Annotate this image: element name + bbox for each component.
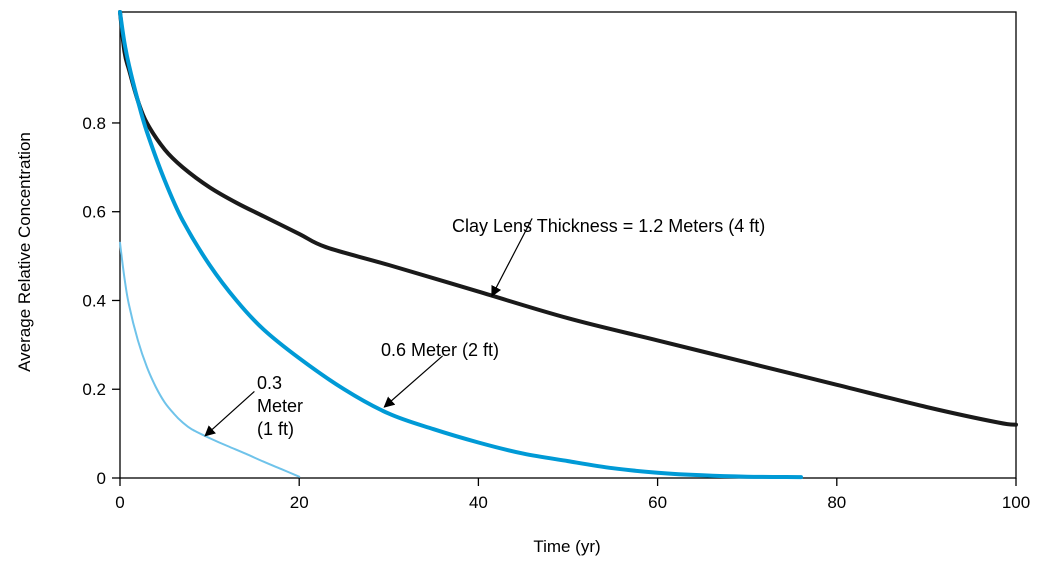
annotation-line: 0.6 Meter (2 ft)	[381, 340, 499, 360]
series-line-s03	[119, 241, 301, 478]
x-tick-label: 100	[1002, 493, 1030, 512]
annotation-arrow-a06	[383, 355, 443, 408]
x-tick-label: 20	[290, 493, 309, 512]
annotation-arrow-a12	[491, 218, 533, 297]
annotation-label-a12: Clay Lens Thickness = 1.2 Meters (4 ft)	[452, 216, 765, 236]
y-axis: 0 0.2 0.4 0.6 0.8	[82, 114, 120, 488]
annotation-line: (1 ft)	[257, 419, 294, 439]
plot-border	[119, 11, 1017, 479]
x-tick-label: 40	[469, 493, 488, 512]
y-tick-label: 0.2	[82, 380, 106, 399]
y-tick-label: 0.6	[82, 203, 106, 222]
annotation-arrow-a03	[204, 391, 255, 437]
annotation-label-a06: 0.6 Meter (2 ft)	[381, 340, 499, 360]
annotation-line: 0.3	[257, 373, 282, 393]
x-tick-label: 60	[648, 493, 667, 512]
x-tick-label: 80	[827, 493, 846, 512]
series-layer	[118, 10, 1018, 480]
y-tick-label: 0	[97, 469, 106, 488]
x-axis: 0 20 40 60 80 100	[115, 478, 1030, 512]
annotation-label-a03: 0.3 Meter (1 ft)	[257, 373, 303, 439]
annotation-line: Clay Lens Thickness = 1.2 Meters (4 ft)	[452, 216, 765, 236]
x-axis-label: Time (yr)	[533, 537, 600, 556]
y-axis-label: Average Relative Concentration	[15, 132, 34, 372]
series-line-s06	[118, 10, 803, 480]
annotation-layer: Clay Lens Thickness = 1.2 Meters (4 ft) 0…	[204, 216, 765, 439]
y-tick-label: 0.4	[82, 291, 106, 310]
plot-frame	[119, 11, 1017, 479]
annotation-line: Meter	[257, 396, 303, 416]
x-tick-label: 0	[115, 493, 124, 512]
y-tick-label: 0.8	[82, 114, 106, 133]
